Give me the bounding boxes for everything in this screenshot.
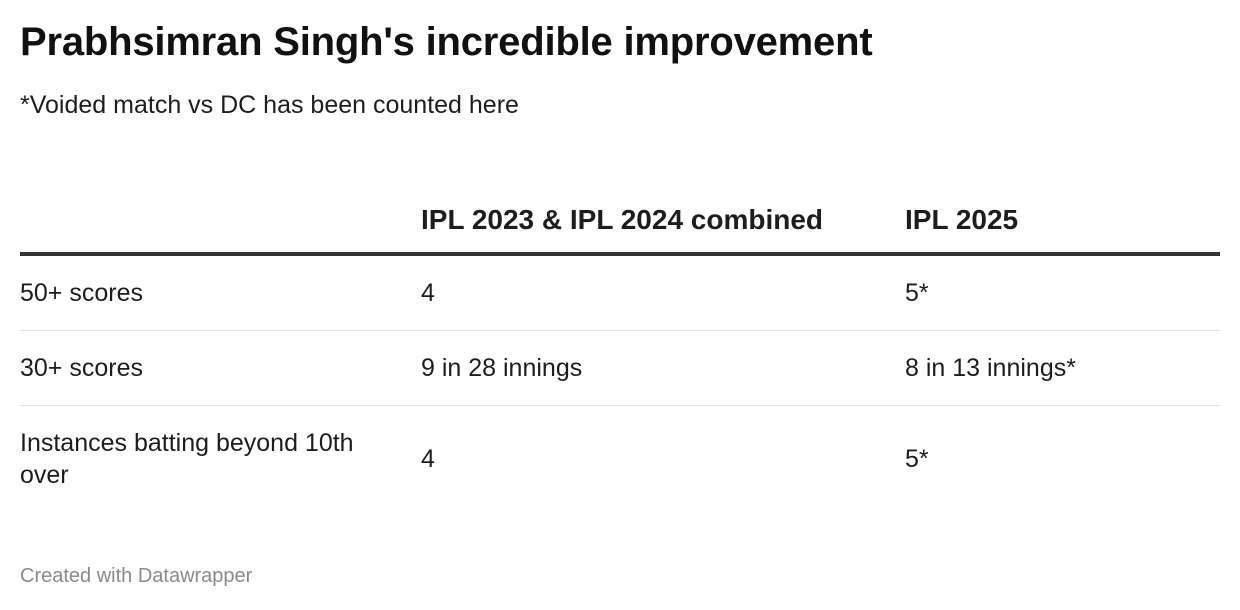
row-value-2023-2024: 9 in 28 innings [421, 330, 905, 406]
header-cell-2023-2024: IPL 2023 & IPL 2024 combined [421, 170, 905, 256]
table-body: 50+ scores 4 5* 30+ scores 9 in 28 innin… [20, 254, 1220, 512]
datawrapper-credit: Created with Datawrapper [20, 565, 253, 587]
row-value-2025: 8 in 13 innings* [905, 330, 1220, 406]
row-value-2023-2024: 4 [421, 445, 435, 473]
row-label-text: Instances batting beyond 10th over [20, 429, 354, 489]
table-row: Instances batting beyond 10th over 4 5* [20, 406, 1220, 513]
table-header: IPL 2023 & IPL 2024 combined IPL 2025 [20, 170, 1220, 256]
header-row: IPL 2023 & IPL 2024 combined IPL 2025 [20, 170, 1220, 256]
table-row: 50+ scores 4 5* [20, 254, 1220, 331]
row-label: Instances batting beyond 10th over [20, 406, 421, 513]
header-cell-2023-2024-label: IPL 2023 & IPL 2024 combined [421, 204, 824, 235]
table-row: 30+ scores 9 in 28 innings 8 in 13 innin… [20, 330, 1220, 406]
row-value-2025: 5* [905, 254, 1220, 331]
row-label: 50+ scores [20, 254, 421, 331]
chart-title: Prabhsimran Singh's incredible improveme… [20, 20, 873, 64]
header-cell-metric [20, 170, 421, 256]
header-cell-2025: IPL 2025 [905, 170, 1220, 256]
row-value-2023-2024: 4 [421, 254, 905, 331]
row-label: 30+ scores [20, 330, 421, 406]
data-table: IPL 2023 & IPL 2024 combined IPL 2025 50… [20, 170, 1220, 512]
chart-subtitle: *Voided match vs DC has been counted her… [20, 91, 519, 119]
row-value-2025: 5* [905, 445, 929, 473]
